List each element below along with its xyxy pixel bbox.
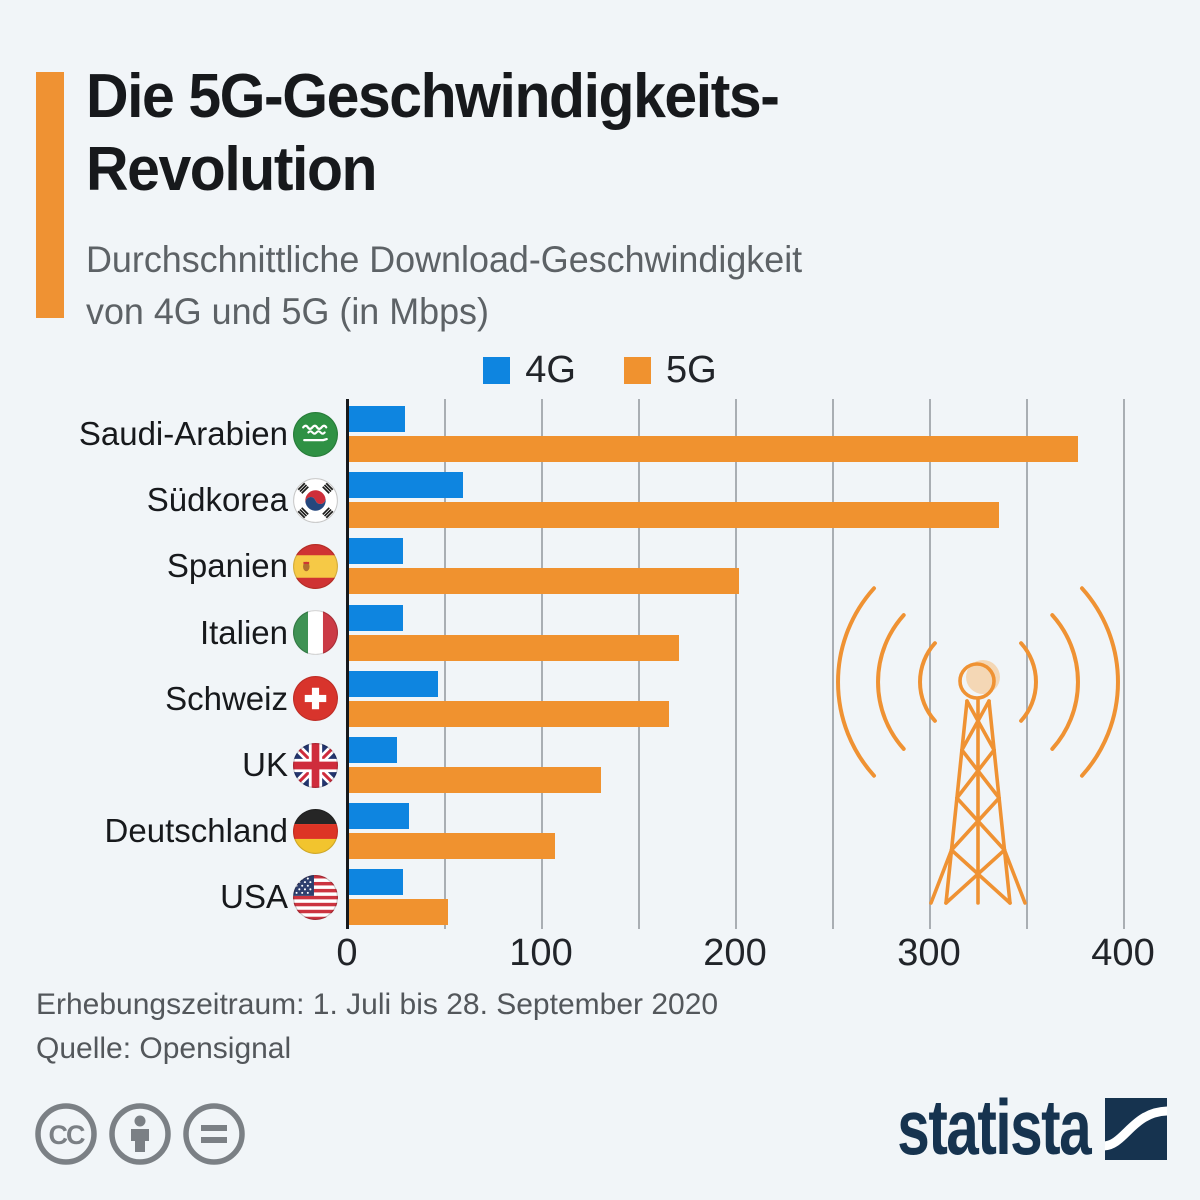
chart-row-ch: Schweiz [165, 666, 1137, 732]
accent-bar [36, 72, 64, 318]
statista-branding: statista [833, 1083, 1167, 1171]
chart-legend: 4G 5G [0, 349, 1200, 392]
sa-flag-icon [293, 411, 338, 457]
gridline-50 [444, 399, 446, 929]
chart-row-it: Italien [200, 600, 1137, 666]
legend-label: 4G [525, 349, 576, 391]
bar-5g [347, 436, 1079, 462]
bar-5g [347, 568, 739, 595]
es-flag-icon [293, 543, 338, 589]
x-axis-tick-0: 0 [336, 932, 358, 974]
country-label: Italien [199, 613, 288, 651]
bar-5g [347, 833, 555, 860]
chart-row-gb: UK [242, 732, 1137, 798]
bar-4g [347, 803, 410, 830]
bar-4g [347, 737, 398, 763]
legend-item-4g: 4G [483, 349, 576, 392]
gb-flag-icon [293, 742, 338, 788]
antenna-ball [966, 660, 1000, 694]
statista-wordmark: statista [897, 1083, 1091, 1171]
chart-row-kr: Südkorea [147, 467, 1137, 533]
source-text: Quelle: Opensignal [36, 1032, 292, 1065]
ch-flag-icon [293, 676, 338, 722]
axis-zero-line [346, 399, 349, 929]
legend-swatch-5g [624, 357, 651, 384]
page-title-line1: Die 5G-Geschwindigkeits- [86, 62, 780, 131]
chart-row-sa: Saudi-Arabien [79, 401, 1137, 467]
page-subtitle-line2: von 4G und 5G (in Mbps) [86, 290, 489, 332]
page-title-line2: Revolution [86, 135, 377, 205]
survey-period-text: Erhebungszeitraum: 1. Juli bis 28. Septe… [36, 988, 719, 1021]
x-axis-tick-400: 400 [1091, 932, 1155, 974]
country-label: USA [220, 878, 288, 916]
cc-icon [35, 1103, 97, 1165]
equals-icon [201, 1125, 227, 1143]
cc-nd-icon [183, 1103, 245, 1165]
bar-4g [347, 538, 404, 565]
chart-row-us: USA [220, 864, 1137, 930]
country-label: Südkorea [146, 481, 288, 519]
antenna-ring [958, 662, 996, 700]
bar-4g [347, 472, 464, 499]
x-axis-tick-200: 200 [703, 932, 767, 974]
page-title: Die 5G-Geschwindigkeits- Revolution [86, 60, 780, 206]
gridline-400 [1123, 399, 1125, 929]
gridline-350 [1026, 399, 1028, 929]
legend-swatch-4g [483, 357, 511, 384]
de-flag-icon [293, 808, 338, 854]
x-axis-tick-100: 100 [509, 932, 573, 974]
country-label: Saudi-Arabien [78, 415, 288, 453]
tower-lattice-icon [929, 698, 1027, 905]
bar-5g [347, 700, 670, 727]
gridline-100 [541, 399, 543, 929]
bar-4g [347, 604, 404, 631]
legend-item-5g: 5G [624, 349, 717, 392]
legend-label: 5G [666, 349, 717, 391]
bar-5g [347, 767, 602, 793]
bar-chart: Saudi-Arabien Südkorea Spanien Italien [79, 399, 1155, 974]
gridline-250 [832, 399, 834, 929]
bar-5g [347, 634, 679, 661]
signal-waves-icon [836, 586, 1120, 778]
country-label: Schweiz [165, 679, 288, 717]
page-subtitle: Durchschnittliche Download-Geschwindigke… [86, 234, 802, 338]
bar-4g [347, 670, 439, 697]
it-flag-icon [293, 610, 338, 656]
bar-4g [347, 869, 404, 896]
country-label: UK [242, 746, 288, 784]
cc-letters: CC [49, 1120, 85, 1150]
gridline-150 [638, 399, 640, 929]
cc-by-icon [109, 1103, 171, 1165]
license-icons: CC [35, 1103, 245, 1165]
page-subtitle-line1: Durchschnittliche Download-Geschwindigke… [86, 239, 803, 280]
statista-logo-icon [1105, 1097, 1167, 1160]
bar-5g [347, 899, 448, 926]
person-icon [131, 1115, 149, 1152]
x-axis-tick-300: 300 [897, 932, 961, 974]
chart-row-es: Spanien [167, 533, 1137, 599]
chart-row-de: Deutschland [105, 798, 1137, 864]
us-flag-icon [293, 874, 338, 920]
kr-flag-icon [293, 477, 338, 523]
country-label: Deutschland [104, 812, 288, 850]
country-label: Spanien [166, 547, 288, 585]
bar-5g [347, 502, 999, 529]
bar-4g [347, 406, 406, 432]
gridline-300 [929, 399, 931, 929]
radio-tower-illustration [836, 586, 1120, 905]
gridline-200 [735, 399, 737, 929]
